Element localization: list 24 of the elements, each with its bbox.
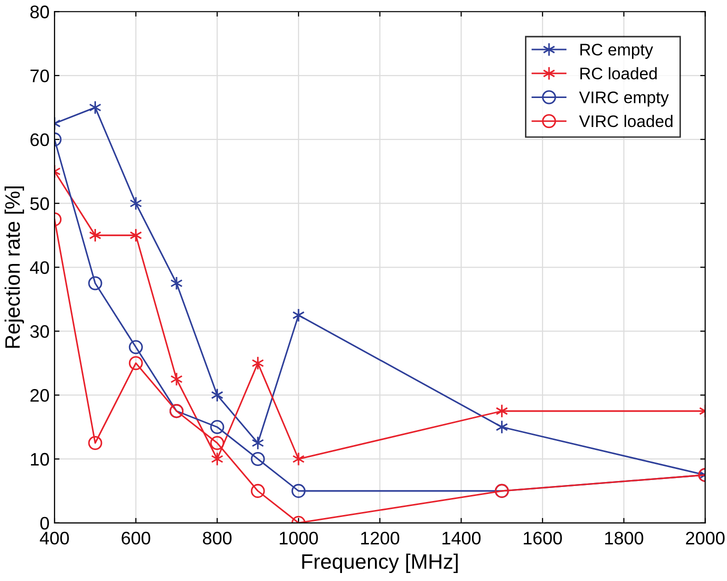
x-tick-label: 1200 bbox=[361, 532, 400, 544]
x-tick-label: 400 bbox=[40, 532, 69, 544]
x-tick-label: 2000 bbox=[686, 532, 725, 544]
y-tick-label: 80 bbox=[30, 6, 49, 18]
x-axis-title: Frequency [MHz] bbox=[302, 554, 458, 574]
y-axis-title: Rejection rate [%] bbox=[4, 186, 24, 348]
y-tick-label: 50 bbox=[30, 197, 49, 210]
x-tick-label: 1800 bbox=[605, 532, 644, 544]
y-tick-label: 60 bbox=[30, 133, 49, 146]
legend-label: VIRC empty bbox=[579, 91, 669, 107]
y-tick-label: 0 bbox=[40, 516, 49, 530]
x-tick-label: 600 bbox=[122, 532, 150, 544]
legend-label: VIRC loaded bbox=[579, 114, 672, 128]
y-tick-label: 20 bbox=[30, 389, 49, 402]
x-tick-label: 1600 bbox=[524, 532, 562, 544]
legend-label: RC empty bbox=[580, 44, 654, 59]
x-tick-label: 1400 bbox=[442, 532, 481, 544]
y-tick-label: 10 bbox=[30, 452, 49, 466]
y-tick-label: 40 bbox=[30, 261, 49, 274]
y-tick-label: 30 bbox=[30, 325, 49, 338]
x-tick-label: 800 bbox=[202, 532, 232, 544]
x-tick-label: 1000 bbox=[280, 532, 318, 544]
y-tick-label: 70 bbox=[30, 69, 49, 82]
legend-label: RC loaded bbox=[580, 67, 657, 80]
